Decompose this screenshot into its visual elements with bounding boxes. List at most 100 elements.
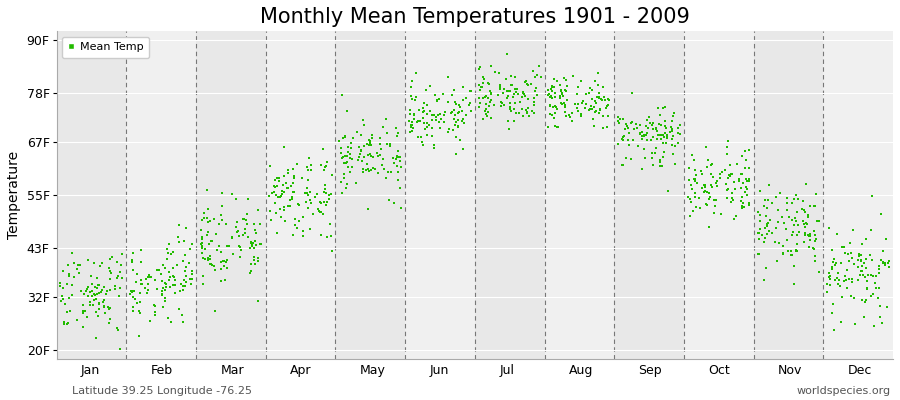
Point	[542, 90, 556, 97]
Point	[588, 109, 602, 116]
Point	[576, 98, 590, 104]
Point	[757, 234, 771, 241]
Point	[645, 122, 660, 128]
Point	[652, 120, 667, 127]
Point	[780, 195, 795, 202]
Point	[361, 206, 375, 212]
Point	[796, 218, 811, 224]
Point	[688, 190, 702, 197]
Point	[664, 118, 679, 124]
Point	[202, 252, 217, 259]
Point	[93, 263, 107, 269]
Point	[511, 109, 526, 116]
Point	[269, 210, 284, 216]
Point	[554, 86, 568, 93]
Point	[212, 221, 227, 227]
Point	[361, 166, 375, 172]
Point	[114, 250, 129, 257]
Point	[728, 186, 742, 192]
Point	[86, 297, 101, 303]
Point	[133, 277, 148, 284]
Point	[172, 222, 186, 228]
Point	[757, 238, 771, 245]
Point	[95, 299, 110, 305]
Point	[158, 280, 173, 286]
Point	[343, 155, 357, 161]
Point	[522, 113, 536, 119]
Point	[464, 108, 478, 114]
Point	[683, 196, 698, 203]
Point	[269, 192, 284, 198]
Point	[195, 272, 210, 279]
Point	[373, 135, 387, 141]
Point	[166, 248, 180, 255]
Point	[319, 163, 333, 170]
Point	[729, 212, 743, 219]
Point	[503, 106, 517, 113]
Point	[801, 233, 815, 239]
Point	[871, 295, 886, 301]
Point	[167, 290, 182, 296]
Point	[171, 234, 185, 240]
Point	[456, 146, 471, 152]
Point	[371, 169, 385, 176]
Point	[175, 312, 189, 318]
Point	[812, 269, 826, 275]
Point	[494, 103, 508, 110]
Point	[769, 194, 783, 200]
Point	[826, 301, 841, 307]
Point	[520, 96, 535, 102]
Point	[856, 260, 870, 266]
Point	[271, 194, 285, 200]
Point	[724, 190, 739, 196]
Text: worldspecies.org: worldspecies.org	[796, 386, 891, 396]
Point	[635, 166, 650, 173]
Point	[558, 86, 572, 93]
Point	[232, 254, 247, 261]
Point	[390, 153, 404, 159]
Point	[231, 233, 246, 239]
Point	[313, 200, 328, 206]
Point	[543, 111, 557, 117]
Point	[53, 280, 68, 286]
Point	[140, 281, 155, 288]
Point	[135, 281, 149, 288]
Point	[274, 191, 289, 197]
Point	[515, 106, 529, 112]
Point	[310, 191, 324, 197]
Point	[340, 153, 355, 159]
Point	[196, 255, 211, 261]
Point	[660, 135, 674, 142]
Point	[265, 217, 279, 223]
Point	[875, 320, 889, 326]
Point	[719, 151, 733, 157]
Point	[477, 76, 491, 82]
Point	[798, 209, 813, 216]
Point	[402, 106, 417, 113]
Point	[617, 126, 632, 132]
Point	[808, 252, 823, 259]
Point	[427, 112, 441, 118]
Point	[768, 239, 782, 245]
Point	[555, 90, 570, 97]
Point	[161, 240, 176, 247]
Point	[854, 258, 868, 264]
Point	[828, 262, 842, 268]
Point	[335, 190, 349, 196]
Point	[734, 202, 749, 209]
Point	[544, 88, 559, 95]
Point	[457, 120, 472, 126]
Point	[695, 170, 709, 177]
Point	[245, 243, 259, 250]
Point	[148, 309, 162, 316]
Point	[355, 158, 369, 164]
Point	[851, 264, 866, 270]
Point	[132, 310, 147, 316]
Point	[807, 246, 822, 252]
Point	[543, 93, 557, 100]
Point	[541, 92, 555, 98]
Point	[201, 228, 215, 235]
Point	[597, 94, 611, 100]
Point	[780, 248, 795, 254]
Point	[58, 301, 72, 308]
